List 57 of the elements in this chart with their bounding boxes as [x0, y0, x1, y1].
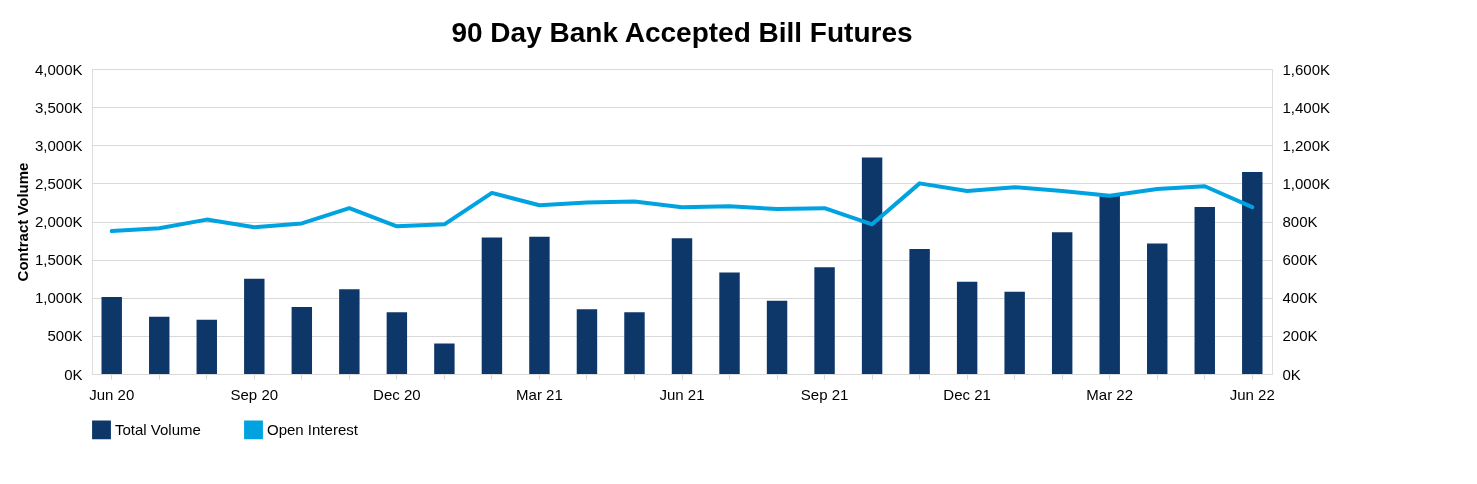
y-tick-label: 4,000K [34, 60, 83, 78]
x-tick-label: Dec 20 [373, 385, 421, 403]
bar [1242, 171, 1263, 374]
y-axis-title: Contract Volume [13, 162, 31, 282]
bar [766, 300, 788, 374]
x-tick-label: Mar 21 [516, 385, 563, 403]
bar [291, 306, 313, 374]
bar [956, 281, 978, 374]
y-tick-label: 2,500K [34, 174, 83, 192]
bar [624, 312, 645, 374]
y2-tick-label: 800K [1282, 213, 1318, 230]
bar [386, 312, 408, 374]
bar [1147, 243, 1168, 374]
y2-tick-label: 1,400K [1282, 98, 1331, 116]
bar [671, 238, 693, 374]
y-tick-label: 1,500K [34, 251, 83, 269]
x-tick-label: Dec 21 [943, 385, 991, 403]
x-tick-label: Mar 22 [1086, 385, 1134, 403]
y2-tick-label: 1,600K [1282, 60, 1331, 78]
bar [196, 319, 217, 374]
y-tick-label: 500K [47, 327, 83, 345]
bar [1194, 207, 1215, 374]
bar [576, 309, 598, 374]
bar [434, 343, 455, 374]
bar [149, 316, 170, 374]
bar [481, 237, 503, 374]
x-tick-label: Sep 20 [230, 385, 279, 403]
y2-tick-label: 200K [1282, 327, 1318, 345]
y2-tick-label: 1,200K [1282, 136, 1331, 154]
bar [101, 296, 122, 374]
y-tick-label: 3,000K [34, 136, 83, 154]
y-tick-label: 2,000K [34, 213, 83, 230]
bar [1051, 232, 1073, 374]
y2-tick-label: 1,000K [1282, 174, 1331, 192]
bar [719, 272, 740, 374]
bar [1099, 194, 1120, 374]
legend-label: Open Interest [267, 420, 359, 438]
y-tick-label: 0K [64, 365, 83, 383]
legend-label: Total Volume [115, 420, 201, 438]
y2-tick-label: 400K [1282, 289, 1318, 307]
y-tick-label: 3,500K [34, 98, 83, 116]
bar [909, 248, 930, 374]
bar [244, 278, 265, 374]
chart-title: 90 Day Bank Accepted Bill Futures [451, 17, 913, 48]
x-tick-label: Jun 21 [659, 385, 705, 403]
y2-tick-label: 600K [1282, 251, 1318, 269]
x-tick-label: Jun 22 [1229, 385, 1275, 403]
y2-tick-label: 0K [1282, 365, 1301, 383]
x-tick-label: Sep 21 [800, 385, 849, 403]
bar [339, 289, 360, 374]
bar [529, 236, 550, 374]
bar [814, 267, 835, 374]
bar [861, 157, 883, 374]
x-tick-label: Jun 20 [89, 385, 135, 403]
y-tick-label: 1,000K [34, 289, 83, 307]
line-series [109, 181, 1255, 234]
bar [1004, 291, 1025, 374]
